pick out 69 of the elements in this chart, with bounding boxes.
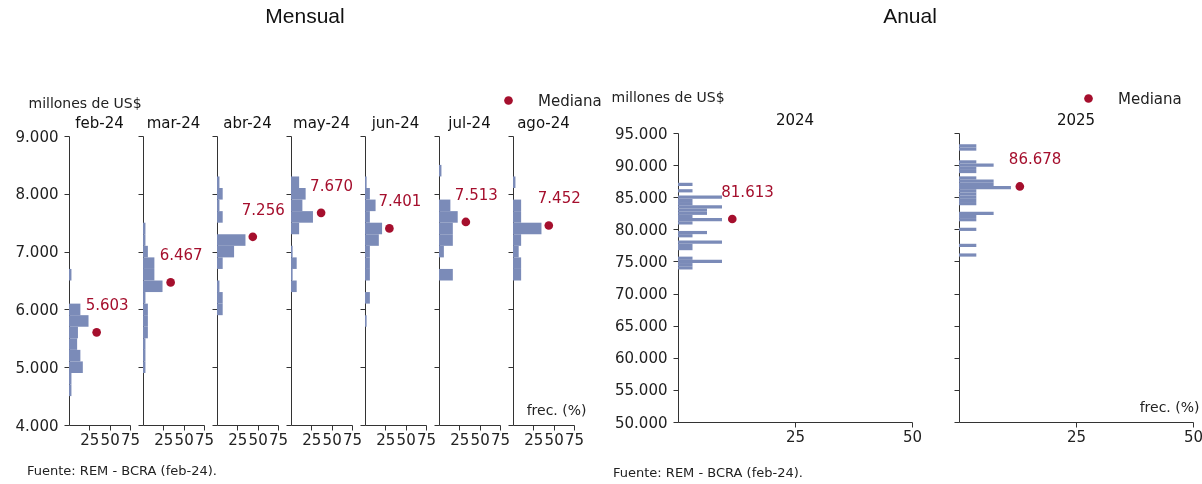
legend-label: Mediana [1118,89,1182,108]
source-note: Fuente: REM - BCRA (feb-24). [613,465,803,480]
chart-title: 2024 [775,111,815,129]
x-tick-label: 50 [396,430,416,449]
x-axis-title: frec. (%) [526,401,587,418]
x-tick-label: 25 [785,427,806,446]
y-tick-label: 5.000 [15,358,59,377]
y-tick-label: 70.000 [615,285,668,304]
y-tick-label: 6.000 [15,300,59,319]
chart-title: ago-24 [517,114,570,132]
x-tick-label: 50 [100,430,120,449]
annotation: 5.603 [85,296,129,315]
x-axis-title: frec. (%) [1139,398,1200,415]
annotation: 81.613 [721,182,774,201]
chart-title: jun-24 [371,114,420,132]
y-axis-title: millones de US$ [611,88,725,105]
y-tick-label: 95.000 [615,124,668,143]
x-tick-label: 75 [416,430,437,449]
y-tick-label: 80.000 [615,220,668,239]
x-tick-label: 25 [80,430,100,449]
chart-title: abr-24 [223,114,272,132]
x-tick-label: 50 [1183,427,1202,446]
x-tick-label: 75 [120,430,141,449]
y-tick-label: 85.000 [615,188,668,207]
x-tick-label: 75 [194,430,215,449]
y-tick-label: 7.000 [15,243,59,262]
text: Mensual [265,4,345,28]
chart-title: feb-24 [75,114,124,132]
x-tick-label: 75 [342,430,363,449]
x-tick-label: 50 [470,430,490,449]
y-tick-label: 55.000 [615,381,668,400]
text: Anual [883,4,937,28]
y-tick-label: 8.000 [15,185,59,204]
chart-title: 2025 [1056,111,1096,129]
x-tick-label: 25 [154,430,174,449]
y-tick-label: 60.000 [615,349,668,368]
chart-title: may-24 [293,114,350,132]
annotation: 7.401 [378,192,422,211]
x-tick-label: 75 [268,430,289,449]
x-tick-label: 50 [174,430,194,449]
x-tick-label: 50 [248,430,268,449]
x-tick-label: 75 [564,430,585,449]
x-tick-label: 25 [1066,427,1087,446]
y-tick-label: 75.000 [615,252,668,271]
legend-label: Mediana [538,91,602,110]
x-tick-label: 25 [228,430,248,449]
x-tick-label: 25 [524,430,544,449]
y-tick-label: 65.000 [615,317,668,336]
x-tick-label: 25 [376,430,396,449]
annotation: 7.670 [310,176,354,195]
annotation: 7.513 [454,185,498,204]
annotation: 6.467 [159,246,203,265]
y-tick-label: 9.000 [15,127,59,146]
chart-title: mar-24 [146,114,201,132]
annotation: 86.678 [1008,150,1062,169]
x-tick-label: 25 [450,430,470,449]
chart-title: jul-24 [448,114,491,132]
y-tick-label: 90.000 [615,156,668,175]
y-tick-label: 50.000 [615,413,668,432]
y-tick-label: 4.000 [15,416,59,435]
x-tick-label: 25 [302,430,322,449]
x-tick-label: 50 [322,430,342,449]
annotation: 7.452 [537,189,581,208]
x-tick-label: 50 [544,430,564,449]
y-axis-title: millones de US$ [28,94,142,111]
x-tick-label: 50 [902,427,923,446]
annotation: 7.256 [241,200,285,219]
source-note: Fuente: REM - BCRA (feb-24). [27,463,217,478]
x-tick-label: 75 [490,430,511,449]
